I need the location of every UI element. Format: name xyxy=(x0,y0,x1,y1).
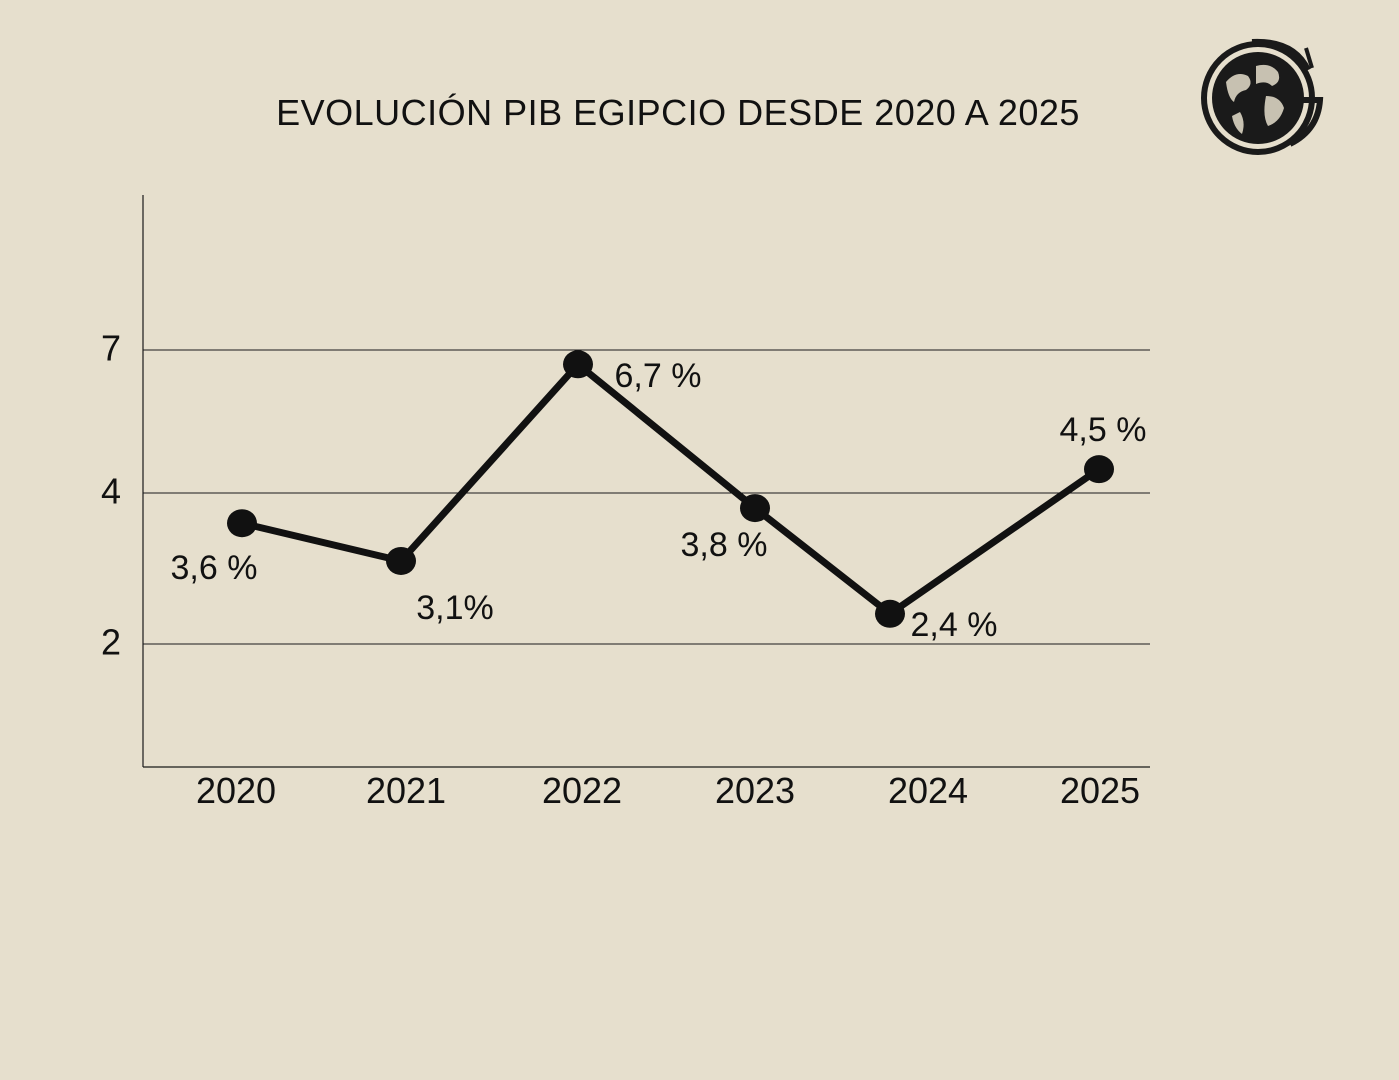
data-label: 6,7 % xyxy=(615,357,702,395)
data-label: 4,5 % xyxy=(1060,411,1147,449)
grid-lines xyxy=(143,349,1150,645)
data-point xyxy=(563,350,593,379)
data-label: 3,6 % xyxy=(171,549,258,587)
globe-g-logo xyxy=(1201,38,1324,155)
series-line xyxy=(238,360,1103,618)
data-point xyxy=(386,546,416,575)
data-label: 2,4 % xyxy=(911,606,998,644)
chart-title: EVOLUCIÓN PIB EGIPCIO DESDE 2020 A 2025 xyxy=(276,92,1080,133)
data-point xyxy=(875,599,905,628)
data-label: 3,1% xyxy=(416,589,494,627)
data-point xyxy=(740,494,770,523)
data-label: 3,8 % xyxy=(681,526,768,564)
y-tick-label: 2 xyxy=(101,622,121,663)
x-tick-label: 2021 xyxy=(366,770,446,811)
x-tick-label: 2023 xyxy=(715,770,795,811)
data-point xyxy=(1084,455,1114,484)
x-tick-label: 2022 xyxy=(542,770,622,811)
x-tick-label: 2020 xyxy=(196,770,276,811)
data-labels: 3,6 % 3,1% 6,7 % 3,8 % 2,4 % 4,5 % xyxy=(171,357,1147,644)
x-tick-labels: 2020 2021 2022 2023 2024 2025 xyxy=(196,770,1140,811)
y-tick-label: 7 xyxy=(101,328,121,369)
y-tick-label: 4 xyxy=(101,471,121,512)
x-tick-label: 2025 xyxy=(1060,770,1140,811)
x-tick-label: 2024 xyxy=(888,770,968,811)
data-point xyxy=(227,509,257,538)
data-points xyxy=(227,350,1114,628)
y-tick-labels: 2 4 7 xyxy=(101,328,121,663)
